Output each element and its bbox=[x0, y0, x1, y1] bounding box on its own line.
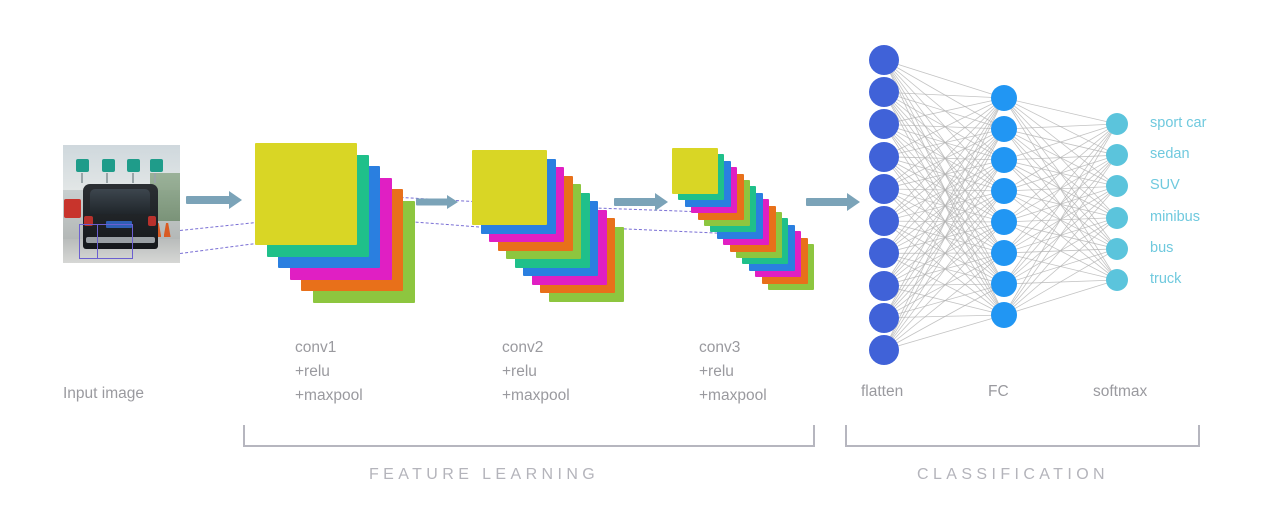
class-label-sport-car: sport car bbox=[1150, 115, 1207, 131]
photo-tail-light bbox=[148, 216, 157, 227]
feature-learning-bracket bbox=[243, 425, 815, 447]
conv1-label-line3: +maxpool bbox=[295, 387, 363, 404]
feature-learning-title: FEATURE LEARNING bbox=[369, 466, 600, 483]
photo-sign-post bbox=[132, 173, 135, 184]
class-label-sedan: sedan bbox=[1150, 146, 1190, 163]
flatten-node bbox=[869, 109, 899, 140]
flatten-node bbox=[869, 302, 899, 333]
photo-highway-sign bbox=[149, 159, 163, 173]
fc-node bbox=[991, 116, 1017, 142]
softmax-layer-label: softmax bbox=[1093, 383, 1148, 400]
softmax-node bbox=[1106, 175, 1128, 198]
flatten-node bbox=[869, 206, 899, 237]
flatten-node bbox=[869, 238, 899, 269]
photo-highway-sign bbox=[127, 159, 141, 173]
feature-map-slice bbox=[672, 148, 718, 194]
conv1-label-line1: conv1 bbox=[295, 339, 337, 356]
input-image-photo bbox=[63, 145, 180, 263]
conv2-feature-maps bbox=[472, 150, 632, 310]
conv2-label-line3: +maxpool bbox=[502, 387, 570, 404]
photo-sign-post bbox=[80, 173, 83, 184]
flatten-node bbox=[869, 270, 899, 301]
conv3-label-line3: +maxpool bbox=[699, 387, 767, 404]
photo-rear-window bbox=[90, 189, 151, 214]
conv2-label-line1: conv2 bbox=[502, 339, 544, 356]
photo-detection-box-inner bbox=[79, 224, 98, 260]
fc-node bbox=[991, 209, 1017, 235]
conv3-label-line2: +relu bbox=[699, 363, 734, 380]
softmax-node bbox=[1106, 237, 1128, 260]
class-label-suv: SUV bbox=[1150, 177, 1180, 194]
fc-node bbox=[991, 147, 1017, 173]
softmax-node bbox=[1106, 269, 1128, 291]
conv1-label-line2: +relu bbox=[295, 363, 330, 380]
class-label-truck: truck bbox=[1150, 271, 1182, 287]
flatten-node bbox=[869, 141, 899, 172]
conv3-label-line1: conv3 bbox=[699, 339, 741, 356]
fc-node bbox=[991, 240, 1017, 266]
feature-map-slice bbox=[255, 143, 357, 245]
conv3-feature-maps bbox=[672, 148, 820, 296]
feature-map-slice bbox=[472, 150, 547, 225]
photo-sign-post bbox=[154, 173, 157, 184]
fc-node bbox=[991, 302, 1017, 328]
flatten-node bbox=[869, 173, 899, 204]
flatten-node bbox=[869, 77, 899, 108]
classification-bracket bbox=[845, 425, 1200, 447]
fc-node bbox=[991, 271, 1017, 297]
photo-tail-light bbox=[84, 216, 93, 227]
flatten-layer-label: flatten bbox=[861, 383, 904, 400]
classification-title: CLASSIFICATION bbox=[917, 466, 1109, 483]
photo-highway-sign bbox=[75, 159, 89, 173]
flatten-node bbox=[869, 335, 899, 365]
photo-traffic-cone bbox=[154, 223, 162, 238]
fc-node bbox=[991, 178, 1017, 204]
conv1-feature-maps bbox=[255, 143, 426, 314]
class-label-minibus: minibus bbox=[1150, 208, 1200, 225]
photo-highway-sign bbox=[101, 159, 115, 173]
photo-red-vehicle bbox=[64, 199, 81, 219]
flatten-node bbox=[869, 45, 899, 75]
class-label-bus: bus bbox=[1150, 239, 1174, 256]
fc-layer-label: FC bbox=[988, 383, 1009, 400]
softmax-node bbox=[1106, 206, 1128, 229]
softmax-node bbox=[1106, 144, 1128, 167]
photo-bumper bbox=[85, 237, 155, 243]
photo-traffic-cone bbox=[163, 223, 171, 238]
fc-node bbox=[991, 85, 1017, 111]
softmax-node bbox=[1106, 113, 1128, 135]
input-image-label: Input image bbox=[63, 385, 144, 402]
conv2-label-line2: +relu bbox=[502, 363, 537, 380]
photo-sign-post bbox=[106, 173, 109, 184]
